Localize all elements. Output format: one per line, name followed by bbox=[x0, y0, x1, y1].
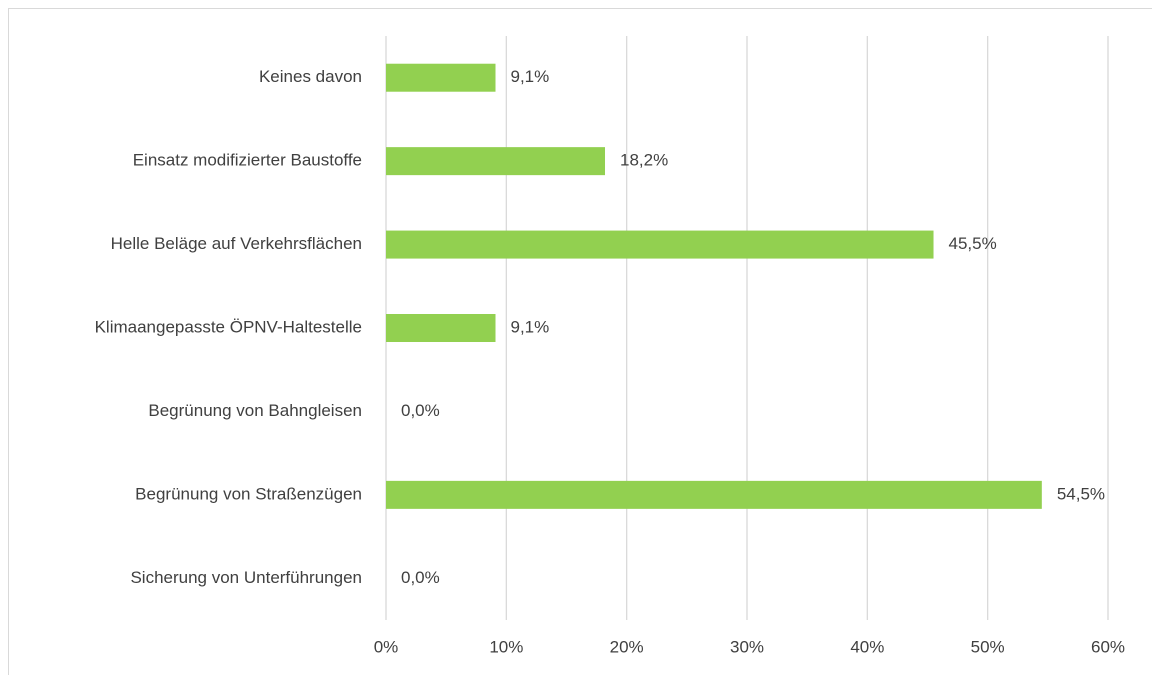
bar bbox=[386, 63, 496, 92]
y-tick-label: Sicherung von Unterführungen bbox=[130, 568, 362, 587]
bar bbox=[386, 314, 496, 342]
y-tick-label: Begrünung von Straßenzügen bbox=[135, 484, 362, 503]
x-tick-label: 0% bbox=[374, 637, 399, 656]
bar bbox=[386, 230, 934, 259]
data-label: 45,5% bbox=[949, 234, 997, 253]
x-tick-label: 60% bbox=[1091, 637, 1125, 656]
data-label: 54,5% bbox=[1057, 484, 1105, 503]
bar bbox=[386, 147, 606, 176]
y-tick-label: Keines davon bbox=[259, 67, 362, 86]
x-tick-label: 30% bbox=[730, 637, 764, 656]
y-tick-label: Einsatz modifizierter Baustoffe bbox=[133, 151, 362, 170]
data-label: 0,0% bbox=[401, 568, 440, 587]
x-tick-label: 10% bbox=[489, 637, 523, 656]
data-label: 18,2% bbox=[620, 151, 668, 170]
data-label: 0,0% bbox=[401, 401, 440, 420]
x-tick-label: 20% bbox=[610, 637, 644, 656]
x-tick-label: 40% bbox=[850, 637, 884, 656]
chart-frame bbox=[8, 8, 1152, 675]
x-tick-label: 50% bbox=[971, 637, 1005, 656]
y-tick-label: Begrünung von Bahngleisen bbox=[148, 401, 362, 420]
y-tick-label: Klimaangepasste ÖPNV-Haltestelle bbox=[95, 317, 362, 336]
data-label: 9,1% bbox=[511, 317, 550, 336]
data-label: 9,1% bbox=[511, 67, 550, 86]
y-tick-label: Helle Beläge auf Verkehrsflächen bbox=[111, 234, 362, 253]
bar bbox=[386, 480, 1042, 509]
